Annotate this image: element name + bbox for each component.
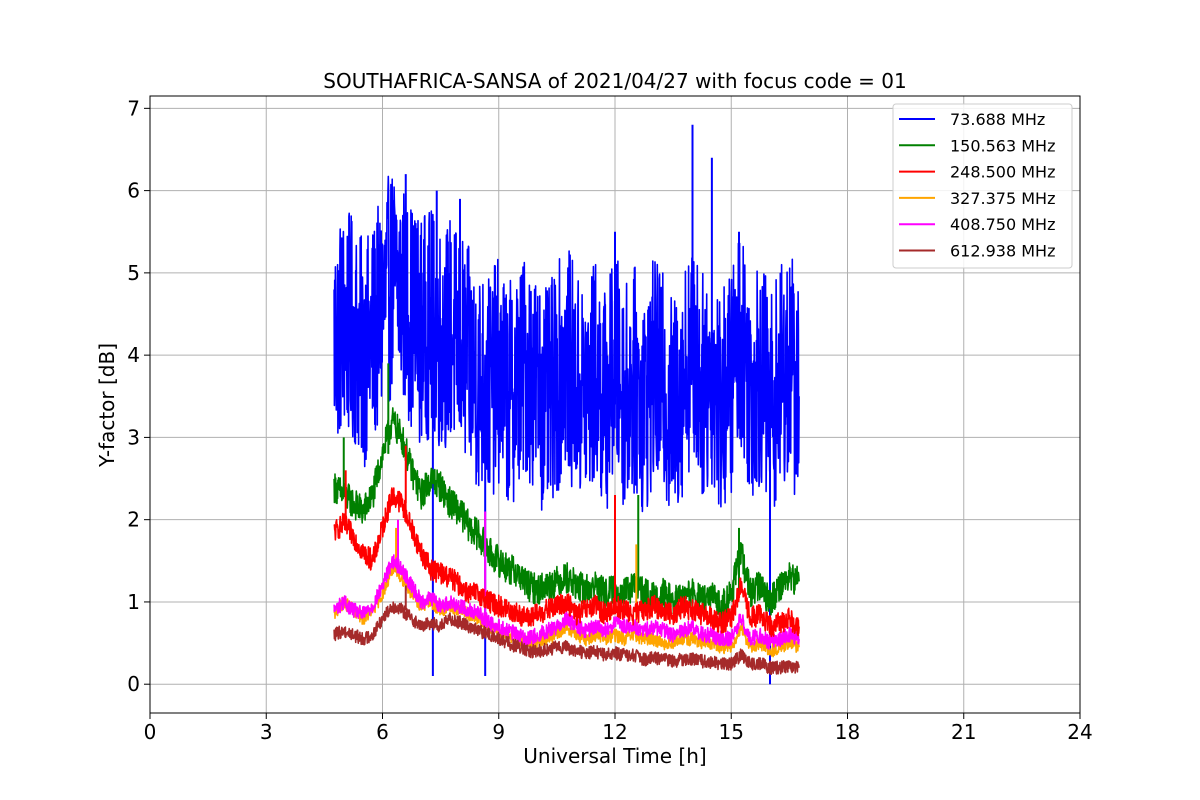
- legend: 73.688 MHz 150.563 MHz 248.500 MHz 327.375 …: [892, 103, 1073, 269]
- x-tick-label: 6: [376, 720, 389, 744]
- legend-label: 408.750 MHz: [950, 215, 1055, 234]
- x-axis-label: Universal Time [h]: [523, 744, 706, 768]
- y-tick-label: 2: [127, 508, 140, 532]
- legend-label: 150.563 MHz: [950, 136, 1055, 155]
- x-tick-label: 24: [1067, 720, 1092, 744]
- y-tick-label: 4: [127, 343, 140, 367]
- y-tick-label: 5: [127, 261, 140, 285]
- x-tick-label: 15: [719, 720, 744, 744]
- series-0: [333, 124, 800, 685]
- series-line: [333, 407, 800, 622]
- x-tick-label: 0: [144, 720, 157, 744]
- chart-title: SOUTHAFRICA-SANSA of 2021/04/27 with foc…: [323, 69, 907, 93]
- series-line: [333, 487, 800, 638]
- series-line: [333, 175, 800, 513]
- legend-label: 248.500 MHz: [950, 163, 1055, 182]
- series-line: [333, 601, 800, 675]
- series-layer: [333, 124, 800, 685]
- x-tick-label: 9: [492, 720, 505, 744]
- legend-label: 327.375 MHz: [950, 189, 1055, 208]
- legend-label: 612.938 MHz: [950, 242, 1055, 261]
- legend-box: [892, 103, 1073, 269]
- x-tick-label: 21: [951, 720, 976, 744]
- y-tick-label: 1: [127, 590, 140, 614]
- series-2: [333, 445, 800, 638]
- y-axis-label: Y-factor [dB]: [95, 343, 119, 468]
- y-tick-label: 3: [127, 425, 140, 449]
- y-axis: 0 1 2 3 4 5 6 7: [127, 96, 150, 696]
- x-tick-label: 12: [602, 720, 627, 744]
- x-axis: 0 3 6 9 12 15 18 21 24: [144, 713, 1093, 744]
- series-1: [333, 363, 800, 622]
- series-5: [333, 585, 800, 675]
- x-tick-label: 18: [835, 720, 860, 744]
- x-tick-label: 3: [260, 720, 273, 744]
- y-tick-label: 7: [127, 96, 140, 120]
- y-tick-label: 6: [127, 179, 140, 203]
- y-tick-label: 0: [127, 672, 140, 696]
- series-line: [333, 554, 800, 650]
- legend-label: 73.688 MHz: [950, 110, 1045, 129]
